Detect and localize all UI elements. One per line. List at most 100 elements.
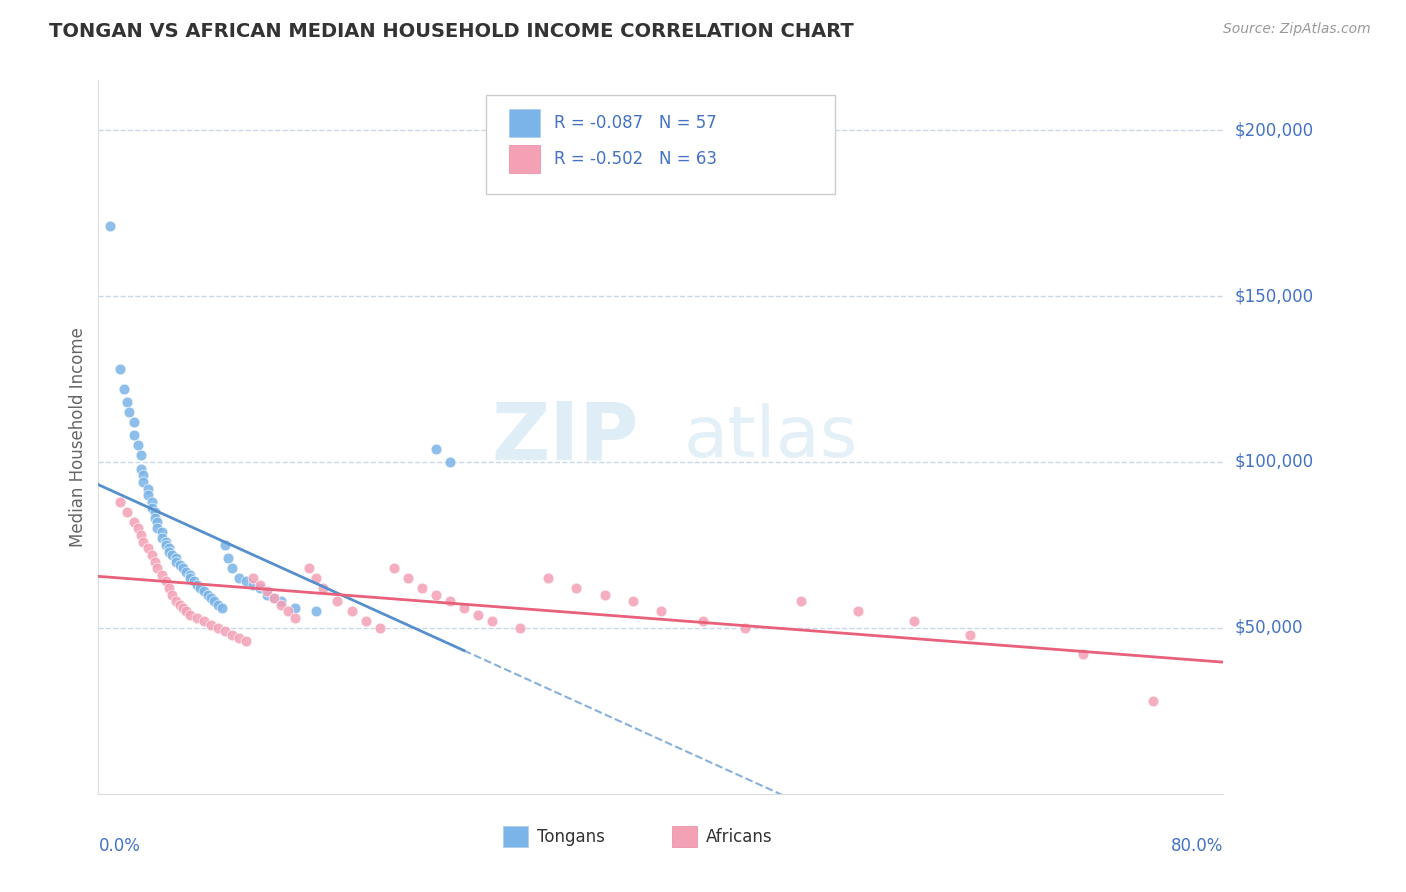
Point [122, 428, 145, 442]
Point [127, 438, 149, 452]
Point [228, 571, 250, 585]
Point [118, 405, 141, 419]
Point [903, 615, 925, 629]
Point [122, 515, 145, 529]
Point [193, 584, 215, 599]
Point [193, 615, 215, 629]
Point [202, 594, 225, 608]
Point [157, 541, 180, 556]
Point [172, 601, 194, 615]
Point [179, 567, 201, 582]
Point [425, 588, 447, 602]
Point [155, 538, 177, 552]
Point [157, 544, 180, 558]
Point [221, 627, 243, 641]
Bar [509, 109, 540, 137]
Point [115, 395, 138, 409]
Point [692, 615, 714, 629]
Point [169, 558, 191, 572]
Point [214, 624, 236, 639]
Point [263, 591, 285, 605]
Point [790, 594, 813, 608]
Point [411, 581, 433, 595]
Text: $150,000: $150,000 [1234, 287, 1313, 305]
Point [368, 621, 391, 635]
Bar [509, 145, 540, 173]
Point [155, 534, 177, 549]
Text: $100,000: $100,000 [1234, 453, 1313, 471]
Point [129, 461, 152, 475]
Point [150, 524, 173, 539]
Point [298, 561, 321, 575]
Point [183, 574, 205, 589]
Text: R = -0.087   N = 57: R = -0.087 N = 57 [554, 114, 717, 132]
Point [165, 555, 187, 569]
Point [186, 578, 208, 592]
Point [129, 528, 152, 542]
Point [277, 604, 299, 618]
Point [284, 601, 307, 615]
Point [122, 415, 145, 429]
Point [165, 594, 187, 608]
Point [439, 455, 461, 469]
Point [186, 611, 208, 625]
Point [221, 561, 243, 575]
Point [188, 581, 211, 595]
Text: ZIP: ZIP [491, 398, 638, 476]
Point [270, 598, 292, 612]
Point [242, 571, 264, 585]
Point [1142, 694, 1164, 708]
Point [108, 495, 131, 509]
Point [211, 601, 233, 615]
Point [235, 634, 257, 648]
Point [160, 588, 183, 602]
Point [132, 468, 155, 483]
FancyBboxPatch shape [486, 95, 835, 194]
Point [734, 621, 756, 635]
Point [200, 617, 222, 632]
Point [565, 581, 588, 595]
Point [155, 574, 177, 589]
Point [129, 448, 152, 462]
Y-axis label: Median Household Income: Median Household Income [69, 327, 87, 547]
Point [305, 571, 328, 585]
Point [169, 598, 191, 612]
Point [650, 604, 672, 618]
Point [593, 588, 616, 602]
Point [132, 475, 155, 489]
Point [157, 581, 180, 595]
Text: 80.0%: 80.0% [1171, 837, 1223, 855]
Point [621, 594, 644, 608]
Point [382, 561, 405, 575]
Point [179, 571, 201, 585]
Text: Tongans: Tongans [537, 828, 605, 846]
Point [312, 581, 335, 595]
Point [98, 219, 121, 234]
Point [1071, 648, 1094, 662]
Point [165, 551, 187, 566]
Text: Africans: Africans [706, 828, 772, 846]
Point [132, 534, 155, 549]
Point [846, 604, 869, 618]
Point [467, 607, 489, 622]
Text: Source: ZipAtlas.com: Source: ZipAtlas.com [1223, 22, 1371, 37]
Point [249, 578, 271, 592]
Point [284, 611, 307, 625]
Point [340, 604, 363, 618]
Point [242, 578, 264, 592]
Point [509, 621, 531, 635]
Point [146, 515, 169, 529]
Point [228, 631, 250, 645]
Point [214, 538, 236, 552]
Text: R = -0.502   N = 63: R = -0.502 N = 63 [554, 150, 717, 168]
Point [174, 565, 197, 579]
Point [249, 581, 271, 595]
Point [959, 627, 981, 641]
Text: $50,000: $50,000 [1234, 619, 1303, 637]
Bar [503, 826, 529, 847]
Point [136, 488, 159, 502]
Point [439, 594, 461, 608]
Point [150, 531, 173, 545]
Point [136, 482, 159, 496]
Point [256, 584, 278, 599]
